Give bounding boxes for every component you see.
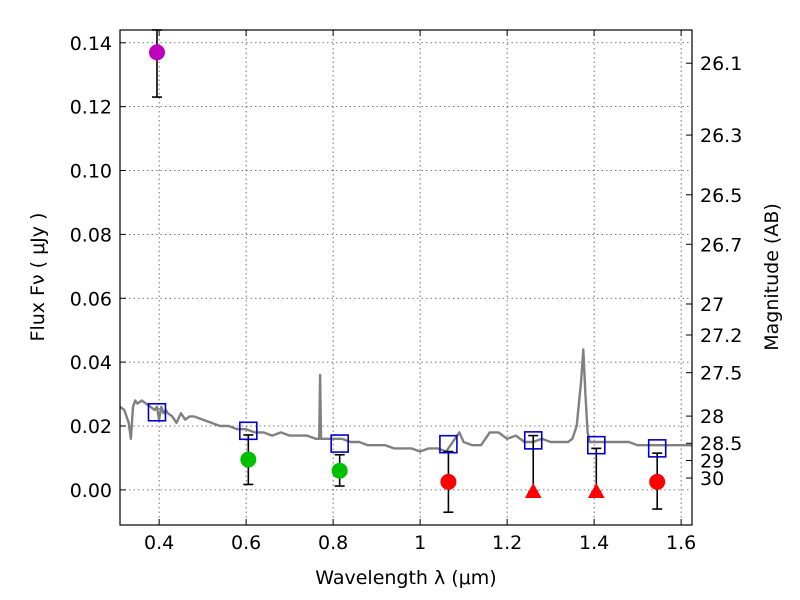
magnitude-tick-label: 26.3 (700, 125, 742, 147)
y-tick-label: 0.14 (70, 33, 112, 55)
magnitude-tick-label: 26.1 (700, 53, 742, 75)
y-tick-label: 0.10 (70, 161, 112, 183)
magnitude-tick-label: 29 (700, 450, 724, 472)
x-tick-label: 1.6 (666, 532, 696, 554)
magnitude-tick-label: 27 (700, 294, 724, 316)
template-spectrum-line (119, 348, 692, 453)
axis-ticks: 0.4 0.6 0.8 1 1.2 1.4 1.6 0.00 0.02 0.04 0.06 0.08 0… (70, 30, 742, 554)
x-tick-label: 0.6 (231, 532, 261, 554)
x-tick-label: 0.8 (318, 532, 348, 554)
y-tick-label: 0.02 (70, 416, 112, 438)
observed-flux-point (649, 473, 666, 490)
magnitude-tick-label: 26.5 (700, 185, 742, 207)
y-tick-label: 0.12 (70, 97, 112, 119)
grid (120, 30, 692, 525)
model-flux-square (587, 435, 606, 455)
y-axis-label-left: Flux Fν ( μJy ) (27, 213, 49, 342)
y-axis-label-right: Magnitude (AB) (761, 203, 783, 351)
x-axis-label: Wavelength λ (μm) (315, 567, 496, 589)
magnitude-tick-label: 28 (700, 406, 724, 428)
model-flux-square (330, 434, 349, 453)
axes-frame (119, 29, 693, 526)
model-flux-square (147, 402, 167, 422)
observed-flux-point (331, 462, 348, 479)
y-tick-label: 0.08 (70, 224, 112, 246)
observed-flux-point (240, 451, 257, 468)
y-tick-label: 0.00 (70, 480, 112, 502)
model-flux-square (239, 421, 258, 441)
plot-area (119, 29, 692, 514)
x-tick-label: 1.2 (492, 532, 522, 554)
magnitude-tick-label: 27.2 (700, 325, 742, 347)
y-tick-label: 0.04 (70, 352, 112, 374)
x-tick-label: 1.4 (579, 532, 609, 554)
x-tick-label: 0.4 (144, 532, 174, 554)
x-tick-label: 1 (414, 532, 426, 554)
y-tick-label: 0.06 (70, 288, 112, 310)
observed-flux-point (440, 473, 457, 490)
magnitude-tick-label: 26.7 (700, 234, 742, 256)
observed-upper-limit-triangle (587, 482, 605, 498)
magnitude-tick-label: 28.5 (700, 433, 742, 455)
model-flux-square (523, 431, 543, 450)
model-flux-square (439, 434, 458, 454)
magnitude-tick-label: 30 (700, 468, 724, 490)
observed-flux-point (148, 44, 165, 61)
magnitude-tick-label: 27.5 (700, 363, 742, 385)
observed-upper-limit-triangle (524, 482, 542, 498)
model-flux-square (647, 439, 667, 458)
